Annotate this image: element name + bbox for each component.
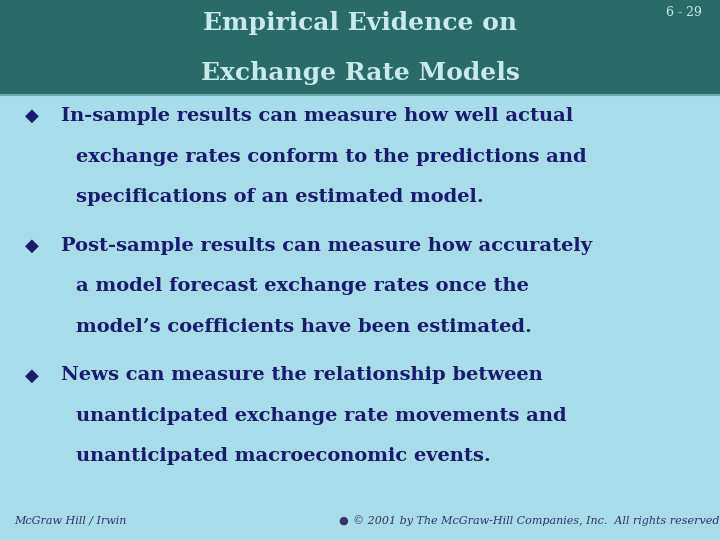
Text: Post-sample results can measure how accurately: Post-sample results can measure how accu…: [61, 237, 593, 255]
Text: a model forecast exchange rates once the: a model forecast exchange rates once the: [76, 277, 528, 295]
Text: ◆: ◆: [25, 107, 39, 125]
Text: ●: ●: [338, 516, 348, 525]
Text: News can measure the relationship between: News can measure the relationship betwee…: [61, 366, 543, 384]
Text: unanticipated exchange rate movements and: unanticipated exchange rate movements an…: [76, 407, 566, 425]
Text: McGraw Hill / Irwin: McGraw Hill / Irwin: [14, 516, 127, 525]
Text: exchange rates conform to the predictions and: exchange rates conform to the prediction…: [76, 147, 586, 166]
Text: ◆: ◆: [25, 237, 39, 255]
Text: In-sample results can measure how well actual: In-sample results can measure how well a…: [61, 107, 573, 125]
Text: unanticipated macroeconomic events.: unanticipated macroeconomic events.: [76, 447, 490, 465]
Text: ◆: ◆: [25, 366, 39, 384]
Text: specifications of an estimated model.: specifications of an estimated model.: [76, 188, 483, 206]
Bar: [0, 0, 720, 94]
Text: 6 - 29: 6 - 29: [666, 6, 702, 19]
Text: Exchange Rate Models: Exchange Rate Models: [201, 61, 519, 85]
Text: © 2001 by The McGraw-Hill Companies, Inc.  All rights reserved.: © 2001 by The McGraw-Hill Companies, Inc…: [353, 515, 720, 526]
Text: Empirical Evidence on: Empirical Evidence on: [203, 11, 517, 35]
Text: model’s coefficients have been estimated.: model’s coefficients have been estimated…: [76, 318, 531, 336]
